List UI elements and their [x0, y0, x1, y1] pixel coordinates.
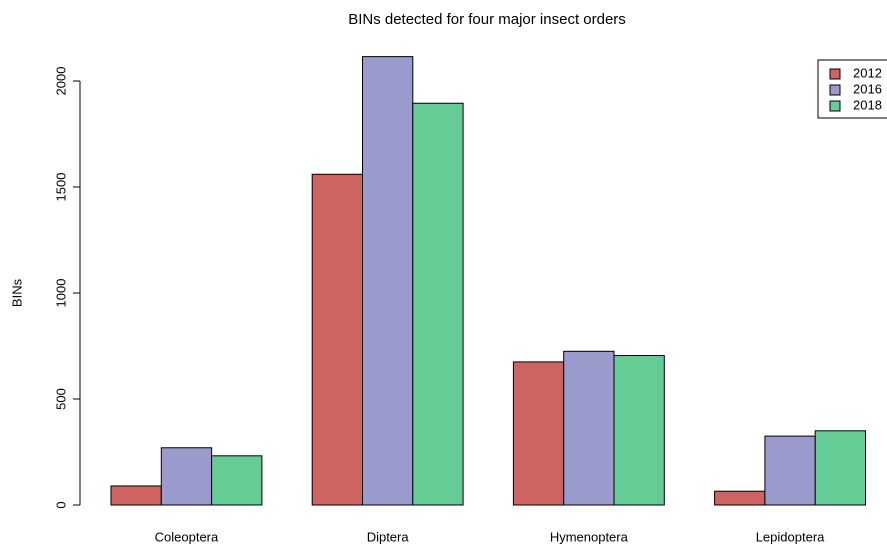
bar [613, 355, 665, 506]
bar [160, 447, 213, 506]
legend-label: 2012 [853, 65, 882, 80]
y-tick-label: 0 [53, 501, 68, 508]
legend-label: 2018 [853, 97, 882, 112]
legend-swatch [829, 84, 841, 96]
x-tick-label: Coleoptera [155, 529, 219, 544]
legend-swatch [829, 100, 841, 112]
x-tick-label: Diptera [367, 529, 410, 544]
y-tick-label: 2000 [53, 67, 68, 96]
legend-swatch [829, 68, 841, 80]
y-tick-label: 1500 [53, 173, 68, 202]
bar [814, 430, 867, 506]
y-tick-label: 1000 [53, 279, 68, 308]
bar [362, 56, 414, 506]
bar [211, 455, 263, 506]
bar [563, 350, 615, 506]
y-axis-label: BINs [9, 278, 24, 307]
bar [311, 173, 364, 506]
x-tick-label: Hymenoptera [550, 529, 629, 544]
bar [110, 485, 162, 506]
y-tick-label: 500 [53, 388, 68, 410]
bar [412, 102, 464, 506]
bar [512, 361, 565, 506]
bar [764, 435, 816, 506]
legend-label: 2016 [853, 81, 882, 96]
x-tick-label: Lepidoptera [756, 529, 825, 544]
chart-title: BINs detected for four major insect orde… [348, 11, 626, 28]
bar [714, 490, 766, 506]
